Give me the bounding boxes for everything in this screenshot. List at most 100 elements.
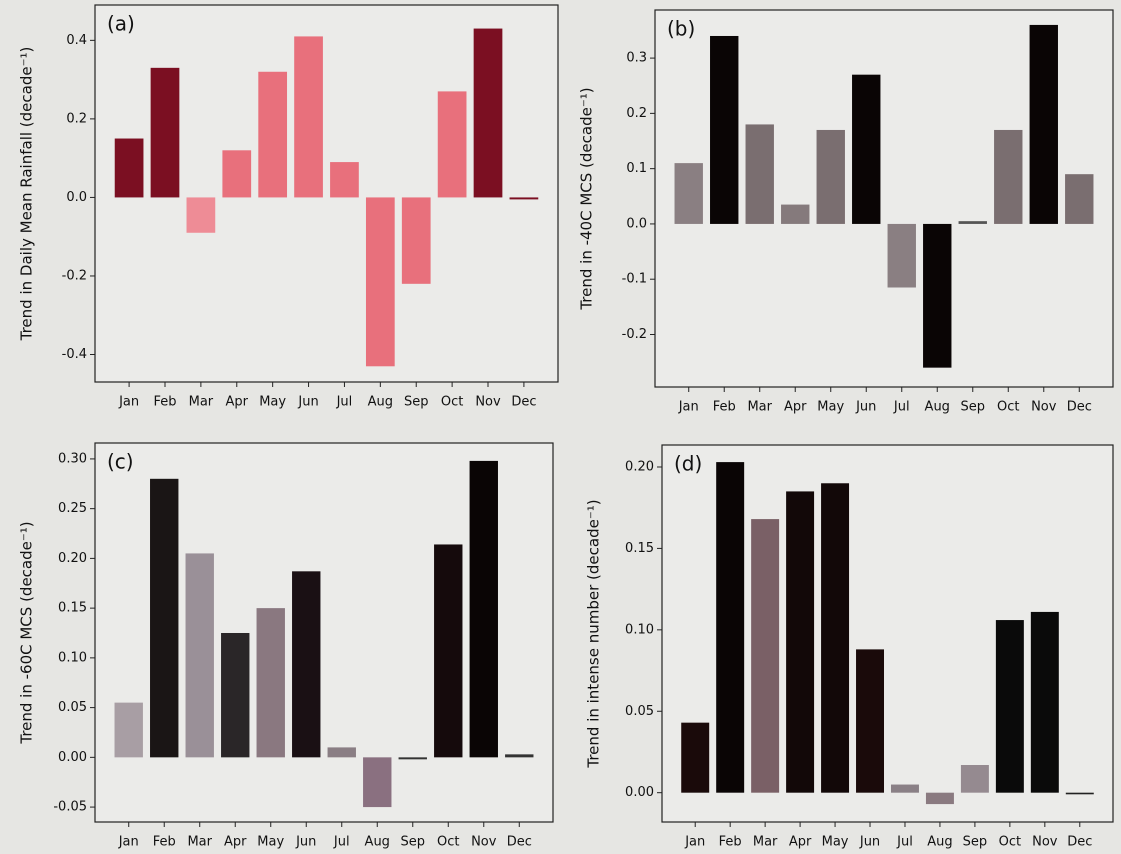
y-tick-label: 0.4: [66, 33, 87, 48]
x-tick-label: Dec: [511, 395, 536, 410]
x-tick-label: Apr: [789, 835, 812, 850]
x-tick-label: Aug: [927, 835, 952, 850]
bar: [681, 722, 710, 793]
x-tick-label: Apr: [784, 400, 807, 415]
y-tick-label: -0.2: [622, 327, 647, 342]
y-tick-label: 0.05: [625, 704, 654, 719]
y-tick-label: 0.2: [66, 111, 87, 126]
bar: [114, 138, 144, 198]
x-tick-label: Sep: [401, 835, 426, 850]
x-tick-label: Feb: [153, 395, 176, 410]
x-tick-label: Dec: [1067, 835, 1092, 850]
x-tick-label: Jan: [684, 835, 705, 850]
y-tick-label: 0.15: [625, 541, 654, 556]
bar: [505, 754, 534, 758]
x-tick-label: Jun: [859, 835, 880, 850]
bar: [258, 71, 288, 198]
y-tick-label: 0.2: [626, 106, 647, 121]
x-tick-label: Feb: [153, 835, 176, 850]
bar: [114, 702, 143, 758]
bar: [1029, 24, 1058, 224]
bar: [960, 765, 989, 793]
y-tick-label: 0.15: [58, 601, 87, 616]
x-tick-label: Dec: [507, 835, 532, 850]
y-tick-label: -0.2: [62, 268, 87, 283]
bar: [363, 757, 392, 808]
x-tick-label: Jul: [333, 835, 350, 850]
x-tick-label: Feb: [713, 400, 736, 415]
bar: [365, 197, 395, 367]
x-tick-label: Sep: [404, 395, 429, 410]
y-tick-label: 0.0: [626, 216, 647, 231]
x-tick-label: Mar: [189, 395, 214, 410]
bar: [256, 608, 285, 758]
y-tick-label: 0.00: [625, 785, 654, 800]
bar: [1030, 611, 1059, 793]
x-tick-label: Jul: [336, 395, 353, 410]
bar: [856, 649, 885, 793]
y-tick-label: 0.20: [625, 459, 654, 474]
bar: [710, 35, 739, 224]
bar: [221, 632, 250, 758]
bar: [925, 792, 954, 805]
x-tick-label: Jun: [295, 835, 316, 850]
x-tick-label: Oct: [441, 395, 463, 410]
x-tick-label: Jan: [678, 400, 699, 415]
bar: [401, 197, 431, 284]
bar: [1065, 792, 1094, 795]
bar: [186, 197, 216, 233]
x-tick-label: Aug: [368, 395, 393, 410]
y-tick-label: 0.3: [626, 51, 647, 66]
bar: [294, 36, 323, 198]
x-tick-label: Jan: [118, 395, 139, 410]
x-tick-label: Nov: [471, 835, 497, 850]
bar: [150, 67, 180, 198]
bar: [674, 163, 703, 224]
x-tick-label: May: [822, 835, 849, 850]
x-tick-label: Mar: [753, 835, 778, 850]
bar: [994, 129, 1023, 224]
x-tick-label: Sep: [963, 835, 988, 850]
bar: [437, 91, 467, 198]
bar: [509, 197, 539, 200]
panel-label: (a): [107, 12, 135, 36]
bar: [816, 129, 845, 224]
bar: [716, 462, 745, 793]
x-tick-label: Nov: [1031, 400, 1057, 415]
bar: [1065, 174, 1094, 224]
bar: [330, 162, 359, 198]
x-tick-label: Oct: [437, 835, 459, 850]
y-axis-label: Trend in Daily Mean Rainfall (decade⁻¹): [18, 47, 36, 342]
x-tick-label: Jul: [893, 400, 910, 415]
x-tick-label: Jun: [855, 400, 876, 415]
bar: [890, 784, 919, 793]
y-tick-label: -0.1: [622, 272, 647, 287]
panel-label: (b): [667, 17, 695, 41]
x-tick-label: Jan: [118, 835, 139, 850]
x-tick-label: Dec: [1067, 400, 1092, 415]
bar: [745, 124, 774, 224]
x-tick-label: May: [257, 835, 284, 850]
y-tick-label: 0.20: [58, 551, 87, 566]
y-tick-label: 0.30: [58, 451, 87, 466]
x-tick-label: Nov: [475, 395, 501, 410]
bar: [222, 150, 252, 198]
y-tick-label: 0.05: [58, 700, 87, 715]
panel-label: (c): [107, 450, 134, 474]
y-tick-label: 0.10: [625, 622, 654, 637]
bar: [292, 571, 321, 758]
bar: [469, 460, 498, 758]
x-tick-label: Oct: [999, 835, 1021, 850]
bar: [185, 553, 214, 758]
bar: [751, 519, 780, 793]
y-tick-label: -0.4: [62, 347, 87, 362]
bar: [327, 747, 356, 758]
x-tick-label: Oct: [997, 400, 1019, 415]
bar: [150, 478, 179, 758]
x-tick-label: May: [817, 400, 844, 415]
x-tick-label: Apr: [224, 835, 247, 850]
x-tick-label: Jul: [896, 835, 913, 850]
bar: [473, 28, 503, 198]
y-tick-label: 0.10: [58, 650, 87, 665]
